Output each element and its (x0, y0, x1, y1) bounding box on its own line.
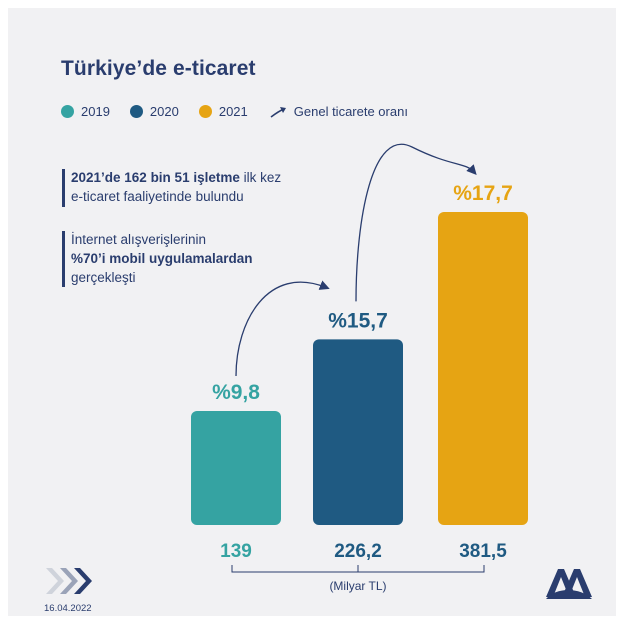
note-businesses-line2: e-ticaret faaliyetinde bulundu (71, 189, 244, 204)
unit-label: (Milyar TL) (329, 579, 386, 593)
note-businesses-bold: 2021’de 162 bin 51 işletme (71, 170, 240, 185)
legend-label-2019: 2019 (81, 104, 110, 119)
note-mobile: İnternet alışverişlerinin %70’i mobil uy… (62, 230, 253, 287)
growth-arrows (235, 143, 477, 376)
labels-group: %9,8 139 %15,7 226,2 %17,7 381,5 (212, 182, 513, 562)
growth-arrow-2019-2020 (235, 280, 330, 376)
aa-logo (546, 569, 592, 599)
note-mobile-line3: gerçekleşti (71, 270, 136, 285)
note-mobile-line1: İnternet alışverişlerinin (71, 232, 207, 247)
value-label-2019: 139 (220, 541, 252, 562)
value-label-2020: 226,2 (334, 541, 382, 562)
legend-dot-2019 (61, 105, 74, 118)
legend-dot-2021 (198, 105, 212, 118)
share-label-2021: %17,7 (453, 182, 513, 205)
legend-item-2019: 2019 (61, 104, 110, 119)
legend-label-share: Genel ticarete oranı (293, 104, 408, 119)
bar-2021 (438, 212, 528, 525)
note-businesses-line1: 2021’de 162 bin 51 işletme ilk kez (71, 168, 281, 187)
legend-dot-2020 (129, 105, 143, 118)
value-label-2021: 381,5 (459, 541, 507, 562)
chevrons-icon (46, 568, 92, 594)
legend-item-2021: 2021 (198, 104, 248, 119)
legend-item-share: Genel ticarete oranı (270, 104, 408, 119)
note-mobile-line2: %70’i mobil uygulamalardan (71, 249, 253, 268)
publish-date: 16.04.2022 (44, 603, 92, 614)
legend-label-2021: 2021 (218, 104, 248, 119)
note-businesses-rest: ilk kez (239, 170, 282, 185)
share-label-2020: %15,7 (328, 309, 388, 332)
growth-arrow-2020-2021 (355, 143, 477, 302)
note-accent-bar (62, 231, 65, 287)
bars-group (191, 212, 528, 525)
legend-item-2020: 2020 (129, 104, 179, 119)
note-businesses: 2021’de 162 bin 51 işletme ilk kez e-tic… (62, 168, 281, 207)
chart-title: Türkiye’de e-ticaret (61, 57, 256, 80)
share-label-2019: %9,8 (212, 381, 260, 404)
bar-2020 (313, 339, 403, 525)
legend: 2019 2020 2021 Genel ticarete oranı (61, 104, 408, 119)
legend-label-2020: 2020 (149, 104, 179, 119)
note-mobile-bold: %70’i mobil uygulamalardan (71, 251, 253, 266)
curved-arrow-icon (270, 106, 286, 118)
bar-2019 (191, 410, 281, 525)
note-accent-bar (62, 169, 65, 207)
unit-bracket (231, 565, 485, 573)
